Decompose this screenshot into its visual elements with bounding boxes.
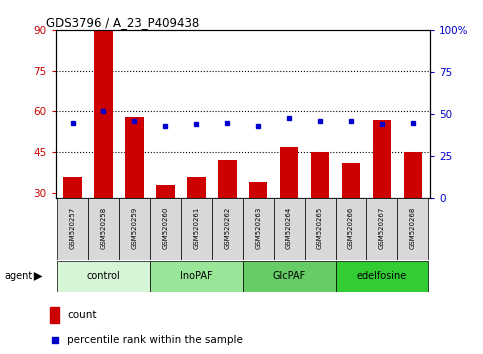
- FancyBboxPatch shape: [242, 198, 274, 260]
- Bar: [373, 120, 391, 274]
- FancyBboxPatch shape: [57, 198, 88, 260]
- FancyBboxPatch shape: [150, 261, 242, 292]
- Text: GSM520260: GSM520260: [162, 207, 169, 249]
- Text: GSM520257: GSM520257: [70, 207, 75, 249]
- Text: GDS3796 / A_23_P409438: GDS3796 / A_23_P409438: [46, 16, 199, 29]
- Text: control: control: [86, 272, 120, 281]
- Bar: [218, 160, 237, 274]
- Text: GSM520259: GSM520259: [131, 207, 138, 249]
- FancyBboxPatch shape: [88, 198, 119, 260]
- Text: edelfosine: edelfosine: [357, 272, 407, 281]
- FancyBboxPatch shape: [305, 198, 336, 260]
- Text: GSM520268: GSM520268: [410, 207, 416, 249]
- Text: GSM520267: GSM520267: [379, 207, 385, 249]
- Text: agent: agent: [5, 272, 33, 281]
- Bar: [63, 177, 82, 274]
- Text: GSM520264: GSM520264: [286, 207, 292, 249]
- Bar: [125, 117, 144, 274]
- Text: GSM520265: GSM520265: [317, 207, 323, 249]
- Bar: [187, 177, 206, 274]
- Bar: [280, 147, 298, 274]
- Text: GSM520266: GSM520266: [348, 207, 354, 249]
- Text: count: count: [67, 310, 97, 320]
- FancyBboxPatch shape: [150, 198, 181, 260]
- FancyBboxPatch shape: [336, 198, 367, 260]
- FancyBboxPatch shape: [242, 261, 336, 292]
- Bar: [341, 163, 360, 274]
- Text: InoPAF: InoPAF: [180, 272, 213, 281]
- Text: GSM520261: GSM520261: [193, 207, 199, 249]
- Text: percentile rank within the sample: percentile rank within the sample: [67, 335, 243, 344]
- Bar: [404, 152, 422, 274]
- FancyBboxPatch shape: [398, 198, 428, 260]
- Bar: [50, 307, 59, 323]
- Text: GSM520263: GSM520263: [255, 207, 261, 249]
- FancyBboxPatch shape: [212, 198, 242, 260]
- Text: GSM520262: GSM520262: [224, 207, 230, 249]
- FancyBboxPatch shape: [367, 198, 398, 260]
- Text: GlcPAF: GlcPAF: [272, 272, 306, 281]
- Text: GSM520258: GSM520258: [100, 207, 106, 249]
- Bar: [94, 30, 113, 274]
- Bar: [311, 152, 329, 274]
- FancyBboxPatch shape: [274, 198, 305, 260]
- Bar: [249, 182, 268, 274]
- FancyBboxPatch shape: [336, 261, 428, 292]
- Bar: [156, 185, 175, 274]
- FancyBboxPatch shape: [181, 198, 212, 260]
- FancyBboxPatch shape: [119, 198, 150, 260]
- FancyBboxPatch shape: [57, 261, 150, 292]
